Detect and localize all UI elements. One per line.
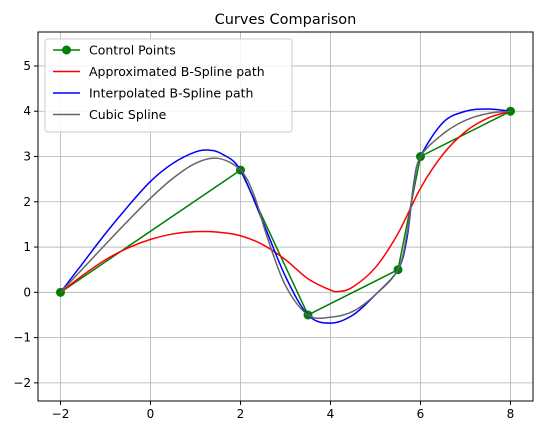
chart-title: Curves Comparison — [215, 12, 357, 28]
legend-label: Cubic Spline — [89, 107, 167, 122]
legend-box — [44, 38, 293, 133]
x-tick-label: −2 — [52, 407, 70, 421]
series-1 — [60, 110, 511, 293]
x-tick-label: 4 — [327, 407, 335, 421]
y-tick-label: 5 — [23, 59, 31, 73]
legend-label: Approximated B-Spline path — [89, 64, 265, 79]
x-tick-label: 2 — [237, 407, 245, 421]
series-layer — [56, 106, 515, 324]
x-tick-label: 0 — [147, 407, 155, 421]
control-points-line — [60, 110, 511, 316]
legend-label: Control Points — [89, 43, 176, 58]
y-tick-label: −2 — [13, 376, 31, 390]
series-2 — [59, 108, 511, 324]
x-tick-label: 8 — [507, 407, 515, 421]
curve-line — [60, 110, 511, 293]
legend-marker — [62, 45, 71, 55]
y-tick-label: 0 — [23, 285, 31, 299]
y-tick-label: 2 — [23, 195, 31, 209]
y-tick-label: 4 — [23, 104, 31, 118]
axis-ticks: −2 0 2 4 6 8 −2 −1 0 1 2 3 4 5 — [13, 59, 514, 421]
legend: Control Points Approximated B-Spline path… — [44, 38, 293, 133]
x-tick-label: 6 — [417, 407, 425, 421]
plot-frame — [37, 31, 534, 402]
y-tick-label: −1 — [13, 331, 31, 345]
series-3 — [59, 110, 511, 320]
y-tick-label: 3 — [23, 150, 31, 164]
series-0 — [56, 106, 515, 320]
curve-line — [59, 108, 511, 324]
curve-line — [59, 110, 511, 320]
legend-label: Interpolated B-Spline path — [89, 86, 253, 101]
y-tick-label: 1 — [23, 240, 31, 254]
